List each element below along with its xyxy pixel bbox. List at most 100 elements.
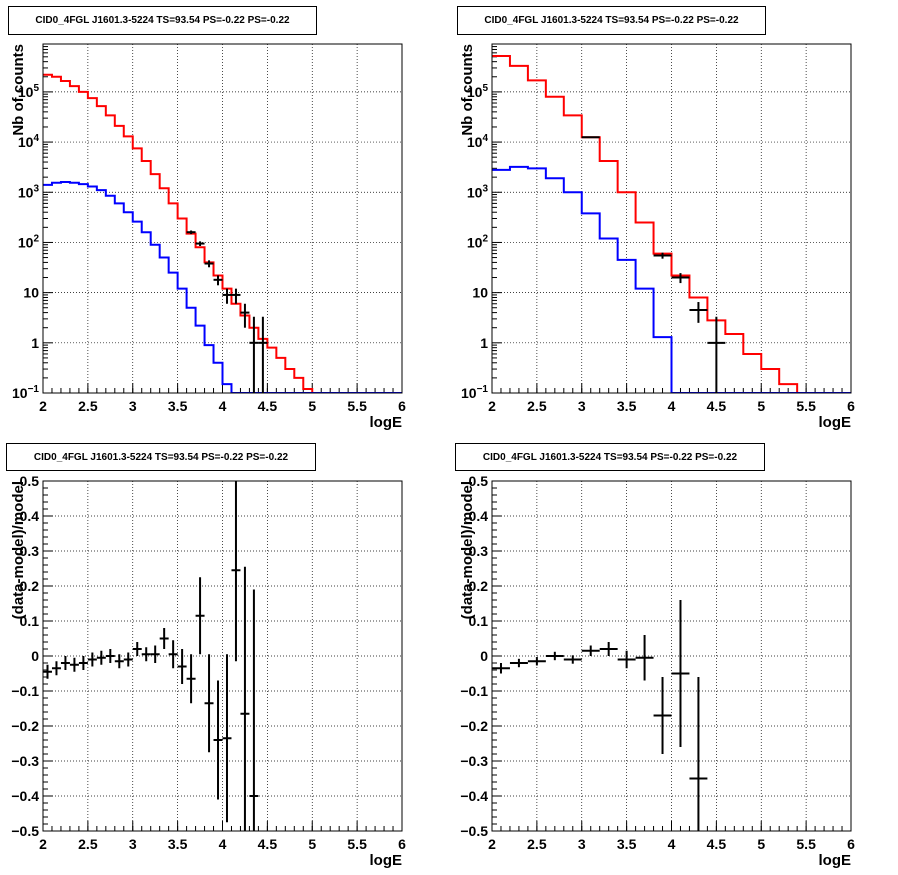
x-tick-label: 2.5 — [78, 836, 98, 852]
x-tick-label: 5 — [308, 836, 316, 852]
y-tick-label: −0.3 — [460, 753, 488, 769]
x-tick-label: 5 — [757, 398, 765, 414]
x-tick-label: 4 — [219, 836, 227, 852]
counts-plot-left: CID0_4FGL J1601.3-5224 TS=93.54 PS=-0.22… — [0, 0, 449, 437]
y-tick-label: −0.2 — [11, 718, 39, 734]
x-tick-label: 3.5 — [168, 398, 188, 414]
x-tick-label: 4.5 — [707, 398, 727, 414]
y-tick-label: −0.4 — [11, 788, 39, 804]
x-axis-label: logE — [819, 852, 852, 869]
y-tick-label: 1 — [31, 335, 39, 351]
y-tick-label: 10 — [23, 285, 39, 301]
y-axis-label: Nb of counts — [459, 44, 476, 136]
plot-title: CID0_4FGL J1601.3-5224 TS=93.54 PS=-0.22… — [8, 6, 317, 35]
plot-title: CID0_4FGL J1601.3-5224 TS=93.54 PS=-0.22… — [455, 443, 765, 471]
x-tick-label: 2 — [488, 836, 496, 852]
counts-chart-left: 2 2.5 3 3.5 4 4.5 5 5.5 6 10−1 1 10 102 103 104 105 logE… — [10, 43, 406, 431]
residual-chart-right: 2 2.5 3 3.5 4 4.5 5 5.5 6 −0.5 −0.4 −0.3 −0.2 −0.1 0 0.… — [459, 473, 855, 869]
model-histogram-red — [43, 73, 402, 393]
y-tick-label: 0.5 — [469, 473, 489, 489]
y-tick-label: 0.3 — [20, 543, 40, 559]
plot-area — [492, 600, 708, 831]
y-axis-label: Nb of counts — [10, 44, 27, 136]
residual-chart-left: 2 2.5 3 3.5 4 4.5 5 5.5 6 −0.5 −0.4 −0.3 −0.2 −0.1 0 0.… — [10, 473, 406, 869]
x-tick-label: 5.5 — [347, 398, 367, 414]
x-tick-label: 2.5 — [527, 398, 547, 414]
y-tick-label: 0.5 — [20, 473, 40, 489]
x-tick-label: 3 — [129, 398, 137, 414]
y-tick-label: 10−1 — [461, 384, 488, 401]
y-tick-label: 0.2 — [469, 578, 489, 594]
x-tick-label: 2 — [488, 398, 496, 414]
x-tick-label: 6 — [847, 398, 855, 414]
x-tick-label: 5.5 — [796, 836, 816, 852]
x-tick-label: 3.5 — [617, 836, 637, 852]
x-axis-label: logE — [370, 414, 403, 431]
y-tick-label: 0.4 — [20, 508, 40, 524]
y-tick-label: 103 — [467, 183, 489, 200]
x-tick-label: 5 — [757, 836, 765, 852]
x-tick-label: 6 — [398, 398, 406, 414]
y-tick-label: 0 — [480, 648, 488, 664]
y-tick-label: 0 — [31, 648, 39, 664]
x-tick-label: 2 — [39, 836, 47, 852]
x-tick-label: 2 — [39, 398, 47, 414]
x-axis-label: logE — [370, 852, 403, 869]
y-tick-label: −0.5 — [11, 823, 39, 839]
y-tick-label: 102 — [18, 233, 40, 250]
x-tick-label: 5.5 — [347, 836, 367, 852]
y-tick-label: 0.1 — [469, 613, 489, 629]
x-tick-label: 3.5 — [617, 398, 637, 414]
plot-area — [43, 481, 259, 831]
x-tick-label: 4 — [219, 398, 227, 414]
y-tick-label: 105 — [467, 83, 489, 100]
residual-plot-right: CID0_4FGL J1601.3-5224 TS=93.54 PS=-0.22… — [449, 437, 898, 874]
x-tick-label: 4.5 — [707, 836, 727, 852]
y-tick-label: 0.3 — [469, 543, 489, 559]
y-tick-label: −0.2 — [460, 718, 488, 734]
x-tick-label: 4 — [668, 398, 676, 414]
y-tick-label: 10 — [472, 285, 488, 301]
plot-frame — [491, 480, 852, 832]
y-tick-label: 103 — [18, 183, 40, 200]
x-tick-label: 3 — [578, 836, 586, 852]
x-axis-label: logE — [819, 414, 852, 431]
residual-plot-left: CID0_4FGL J1601.3-5224 TS=93.54 PS=-0.22… — [0, 437, 449, 874]
y-tick-label: −0.4 — [460, 788, 488, 804]
y-tick-label: 104 — [467, 133, 489, 150]
y-tick-label: −0.1 — [460, 683, 488, 699]
plot-frame — [42, 43, 403, 394]
x-tick-label: 4 — [668, 836, 676, 852]
x-tick-label: 3 — [578, 398, 586, 414]
plot-frame — [42, 480, 403, 832]
y-tick-label: 0.2 — [20, 578, 40, 594]
y-tick-label: 104 — [18, 133, 40, 150]
x-tick-label: 5 — [308, 398, 316, 414]
counts-plot-right: CID0_4FGL J1601.3-5224 TS=93.54 PS=-0.22… — [449, 0, 898, 437]
y-axis-label: (data-model)/model — [10, 481, 27, 619]
y-tick-label: 105 — [18, 83, 40, 100]
model-histogram-blue — [43, 181, 402, 393]
x-tick-label: 6 — [847, 836, 855, 852]
y-tick-label: −0.1 — [11, 683, 39, 699]
y-tick-label: 1 — [480, 335, 488, 351]
plot-area — [43, 73, 402, 393]
counts-chart-right: 2 2.5 3 3.5 4 4.5 5 5.5 6 10−1 1 10 102 103 104 105 logE… — [459, 43, 855, 431]
y-tick-label: 0.4 — [469, 508, 489, 524]
x-tick-label: 3 — [129, 836, 137, 852]
x-tick-label: 3.5 — [168, 836, 188, 852]
y-tick-label: 10−1 — [12, 384, 39, 401]
x-tick-label: 2.5 — [527, 836, 547, 852]
model-histogram-blue — [492, 165, 851, 393]
plot-title: CID0_4FGL J1601.3-5224 TS=93.54 PS=-0.22… — [457, 6, 766, 35]
y-axis-label: (data-model)/model — [459, 481, 476, 619]
x-tick-label: 4.5 — [258, 398, 278, 414]
x-tick-label: 4.5 — [258, 836, 278, 852]
y-tick-label: 102 — [467, 233, 489, 250]
plot-frame — [491, 43, 852, 394]
y-tick-label: −0.5 — [460, 823, 488, 839]
plot-title: CID0_4FGL J1601.3-5224 TS=93.54 PS=-0.22… — [6, 443, 316, 471]
plot-area — [492, 54, 851, 393]
x-tick-label: 5.5 — [796, 398, 816, 414]
y-tick-label: 0.1 — [20, 613, 40, 629]
